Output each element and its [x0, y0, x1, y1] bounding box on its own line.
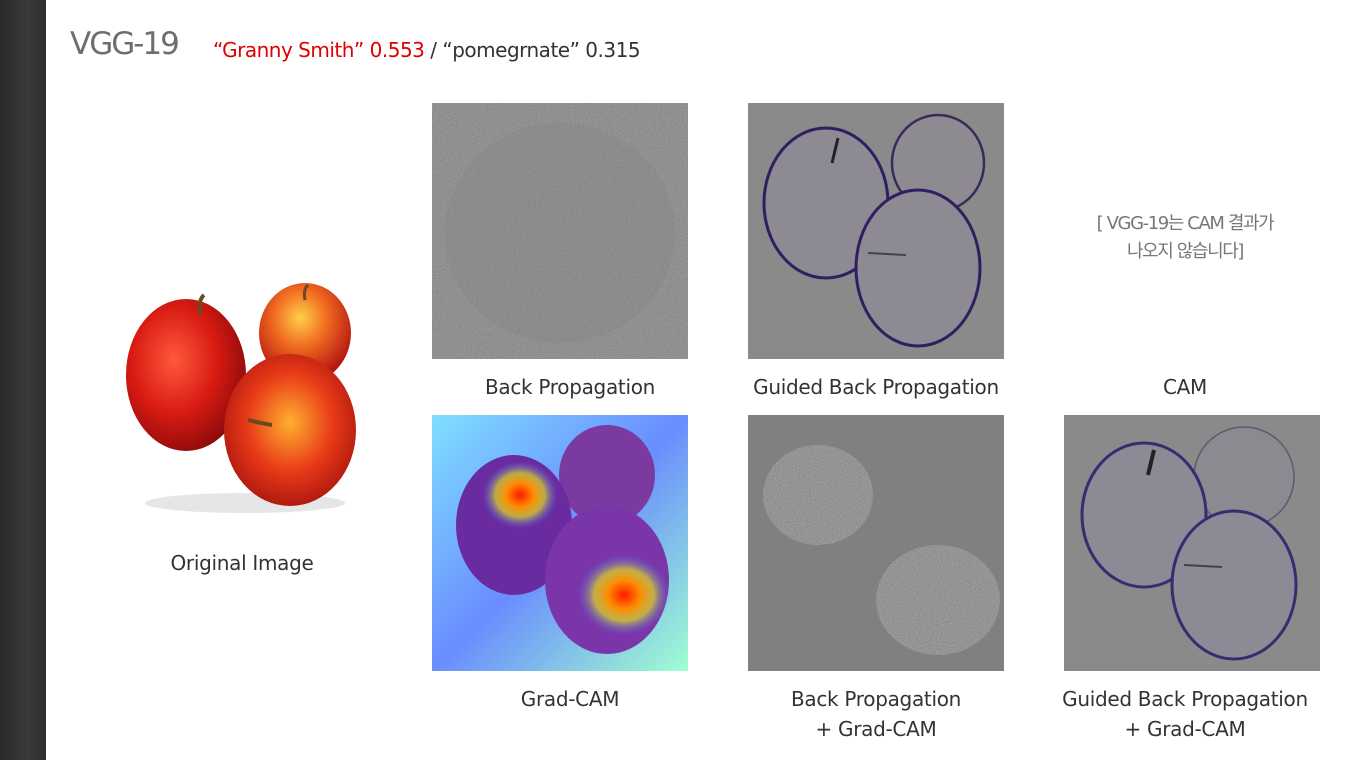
prediction-line: “Granny Smith” 0.553 / “pomegrnate” 0.31… [213, 38, 641, 62]
back-propagation-grad-cam-image [748, 415, 1004, 671]
cam-note-line-1: [ VGG-19는 CAM 결과가 [1096, 213, 1275, 234]
caption-guided-grad-cam: Guided Back Propagation + Grad-CAM [1035, 684, 1335, 744]
model-title: VGG-19 [70, 26, 180, 62]
back-propagation-image [432, 103, 688, 359]
caption-back-propagation: Back Propagation [484, 375, 656, 399]
guided-grad-cam-image [1064, 415, 1320, 671]
caption-grad-cam: Grad-CAM [520, 687, 620, 711]
caption-cam: CAM [1162, 375, 1207, 399]
prediction-rest: / “pomegrnate” 0.315 [424, 38, 641, 62]
caption-ggc-line-2: + Grad-CAM [1124, 717, 1246, 741]
caption-back-propagation-grad-cam: Back Propagation + Grad-CAM [726, 684, 1026, 744]
cam-note-line-2: 나오지 않습니다] [1126, 241, 1244, 262]
original-image [120, 275, 365, 515]
caption-guided-back-propagation: Guided Back Propagation [753, 375, 999, 399]
grad-cam-image [432, 415, 688, 671]
side-bar [0, 0, 46, 760]
caption-bp-gc-line-2: + Grad-CAM [815, 717, 937, 741]
prediction-top: “Granny Smith” 0.553 [213, 38, 425, 62]
caption-original-image: Original Image [170, 551, 314, 575]
cam-unavailable-note: [ VGG-19는 CAM 결과가 나오지 않습니다] [1050, 210, 1320, 266]
caption-bp-gc-line-1: Back Propagation [790, 687, 962, 711]
guided-back-propagation-image [748, 103, 1004, 359]
caption-ggc-line-1: Guided Back Propagation [1062, 687, 1308, 711]
